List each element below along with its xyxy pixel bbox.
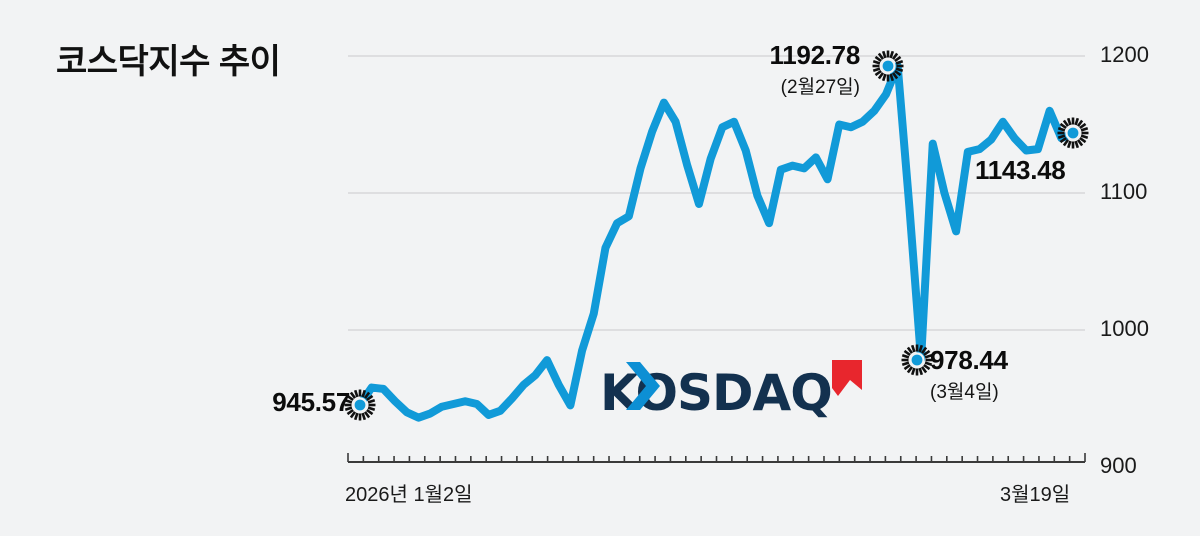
marker-ray	[349, 391, 357, 399]
marker-ray	[1076, 119, 1084, 127]
marker-ray	[889, 50, 895, 59]
marker-ray	[1066, 117, 1072, 126]
kosdaq-logo: KOSDAQ	[600, 360, 862, 420]
marker-ray	[361, 412, 367, 421]
marker-ray	[349, 411, 357, 419]
marker-ray	[1066, 140, 1072, 149]
marker-ray	[901, 361, 910, 367]
marker-ray	[344, 398, 353, 404]
marker-ray	[353, 389, 359, 398]
marker-ray	[361, 389, 367, 398]
marker-start	[344, 389, 376, 421]
marker-dot	[911, 354, 923, 366]
marker-peak	[872, 50, 904, 82]
marker-ray	[363, 411, 371, 419]
x-axis-start-label: 2026년 1월2일	[345, 484, 473, 506]
marker-ray	[1074, 140, 1080, 149]
marker-ray	[901, 353, 910, 359]
marker-ray	[874, 55, 882, 63]
x-axis-end-label: 3월19일	[1000, 484, 1071, 506]
marker-ray	[895, 59, 904, 65]
marker-ray	[920, 366, 928, 374]
annotation-end-value: 1143.48	[975, 155, 1066, 185]
marker-ray	[353, 412, 359, 421]
marker-ray	[872, 67, 881, 73]
marker-ray	[346, 394, 354, 402]
marker-ray	[877, 52, 885, 60]
marker-ray	[906, 346, 914, 354]
marker-ray	[918, 367, 924, 376]
highlight-markers	[344, 50, 1089, 421]
marker-ray	[366, 408, 374, 416]
marker-ray	[910, 344, 916, 353]
annotation-end: 1143.48	[975, 155, 1105, 186]
marker-ray	[923, 349, 931, 357]
marker-ray	[889, 73, 895, 82]
marker-ray	[363, 391, 371, 399]
series-line	[356, 61, 1077, 422]
marker-ray	[920, 346, 928, 354]
marker-ray	[903, 349, 911, 357]
marker-ray	[881, 50, 887, 59]
marker-ray	[874, 69, 882, 77]
x-axis	[347, 453, 1086, 463]
annotation-peak-date: (2월27일)	[780, 77, 860, 98]
marker-ray	[1080, 134, 1089, 140]
marker-ray	[924, 361, 933, 367]
marker-end	[1057, 117, 1089, 149]
marker-ray	[367, 406, 376, 412]
logo-k-accent	[626, 362, 660, 410]
marker-ray	[872, 59, 881, 65]
marker-ray	[1062, 119, 1070, 127]
marker-ray	[906, 366, 914, 374]
marker-dot	[354, 399, 366, 411]
annotation-peak-value: 1192.78	[769, 40, 861, 70]
marker-ray	[1080, 126, 1089, 132]
marker-ray	[881, 73, 887, 82]
marker-ray	[894, 55, 902, 63]
marker-ray	[1059, 122, 1067, 130]
marker-ray	[346, 408, 354, 416]
page-title: 코스닥지수 추이	[56, 43, 281, 81]
marker-ray	[1074, 117, 1080, 126]
logo-arrow-icon	[832, 360, 862, 396]
annotation-trough: 978.44 (3월4일)	[930, 345, 1090, 404]
marker-ray	[1062, 139, 1070, 147]
marker-dot	[882, 60, 894, 72]
marker-ray	[1079, 136, 1087, 144]
annotation-trough-value: 978.44	[930, 345, 1008, 375]
marker-ray	[895, 67, 904, 73]
y-axis-tick-label: 1000	[1100, 316, 1149, 341]
marker-dot	[1067, 127, 1079, 139]
y-axis-tick-label: 900	[1100, 453, 1137, 478]
series-polyline	[356, 61, 1077, 422]
marker-ray	[366, 394, 374, 402]
annotation-start-value: 945.57	[272, 387, 350, 417]
marker-ray	[1057, 126, 1066, 132]
annotation-trough-date: (3월4일)	[930, 382, 999, 403]
marker-ray	[891, 52, 899, 60]
marker-ray	[1059, 136, 1067, 144]
marker-ray	[918, 344, 924, 353]
annotation-start: 945.57	[240, 387, 350, 418]
y-axis-tick-label: 1200	[1100, 42, 1149, 67]
marker-ray	[1057, 134, 1066, 140]
marker-ray	[903, 363, 911, 371]
marker-ray	[1076, 139, 1084, 147]
annotation-peak: 1192.78 (2월27일)	[680, 40, 861, 99]
marker-ray	[923, 363, 931, 371]
y-axis-tick-label: 1100	[1100, 179, 1148, 204]
marker-ray	[924, 353, 933, 359]
marker-ray	[367, 398, 376, 404]
marker-ray	[891, 72, 899, 80]
marker-trough	[901, 344, 933, 376]
marker-ray	[1079, 122, 1087, 130]
marker-ray	[894, 69, 902, 77]
marker-ray	[344, 406, 353, 412]
marker-ray	[877, 72, 885, 80]
marker-ray	[910, 367, 916, 376]
